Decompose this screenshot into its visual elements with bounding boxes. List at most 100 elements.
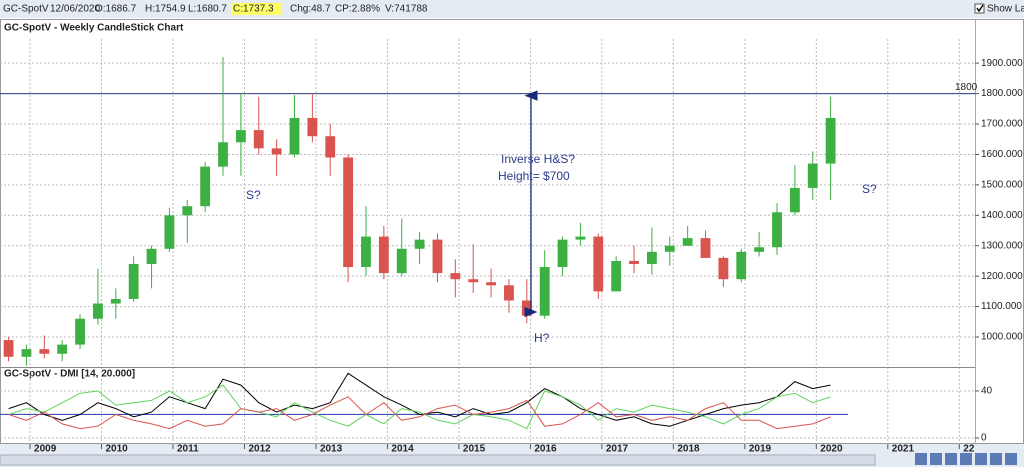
x-tick-label: 2017 xyxy=(606,444,629,455)
candle-body xyxy=(539,267,550,316)
candle-body xyxy=(521,300,532,316)
price-chart-title: GC-SpotV - Weekly CandleStick Chart xyxy=(4,23,184,34)
y-tick-label: 1700.000 xyxy=(981,119,1023,130)
candle-body xyxy=(200,166,211,207)
candle-body xyxy=(57,344,68,354)
candle-body xyxy=(450,273,461,280)
candle-body xyxy=(682,238,693,246)
scroll-button[interactable] xyxy=(990,453,1002,465)
y-tick-label: 1400.000 xyxy=(981,210,1023,221)
x-tick-label: 2015 xyxy=(463,444,486,455)
x-tick-label: 2018 xyxy=(677,444,700,455)
candle-body xyxy=(325,136,336,158)
candle-body xyxy=(646,251,657,264)
candle-body xyxy=(504,285,514,301)
candle-body xyxy=(307,117,318,137)
candle-body xyxy=(378,236,389,274)
x-tick-label: 2020 xyxy=(820,444,843,455)
change-pct: CP:2.88% xyxy=(335,4,380,15)
scrollbar[interactable] xyxy=(0,454,876,466)
x-tick-label: 2019 xyxy=(749,444,772,455)
x-tick-label: 2014 xyxy=(391,444,414,455)
candle-body xyxy=(629,260,639,264)
candle-body xyxy=(218,142,228,167)
candle-body xyxy=(772,212,782,248)
scroll-buttons[interactable] xyxy=(915,453,1017,465)
x-tick-label: 2012 xyxy=(248,444,271,455)
y-tick-label: 1000.000 xyxy=(981,332,1023,343)
candle-body xyxy=(110,298,121,304)
y-tick-label: 1100.000 xyxy=(981,301,1022,312)
annotation: Height= $700 xyxy=(498,169,570,183)
candle-body xyxy=(432,239,443,274)
candle-body xyxy=(39,349,50,354)
checkmark xyxy=(976,4,984,13)
y-tick-label: 1900.000 xyxy=(981,58,1023,69)
dmi-chart-title: GC-SpotV - DMI [14, 20.000] xyxy=(4,369,135,380)
scroll-button[interactable] xyxy=(930,453,942,465)
low: L:1680.7 xyxy=(188,4,227,15)
axes: 2009 2010 2011 2012 2013 2014 2015 2016 2017 2018… xyxy=(29,58,1023,455)
y-tick-label: 40 xyxy=(981,386,993,397)
scroll-button[interactable] xyxy=(975,453,987,465)
price-panel xyxy=(0,37,975,367)
dmi-line xyxy=(8,384,831,430)
show-last-checkbox[interactable] xyxy=(974,3,985,14)
candle-body xyxy=(486,282,496,286)
candle-body xyxy=(825,117,836,164)
scroll-button[interactable] xyxy=(1005,453,1017,465)
x-tick-label: 2010 xyxy=(106,444,129,455)
scroll-button[interactable] xyxy=(960,453,972,465)
dmi-line xyxy=(8,372,831,427)
annotation: H? xyxy=(534,331,550,345)
change: Chg:48.7 xyxy=(290,4,331,15)
candle-body xyxy=(718,257,729,280)
y-tick-label: 1200.000 xyxy=(981,271,1023,282)
candle-body xyxy=(271,148,282,155)
candle-body xyxy=(414,239,425,249)
candle-body xyxy=(164,215,175,249)
y-tick-label: 1600.000 xyxy=(981,149,1023,160)
candle-body xyxy=(468,279,479,283)
x-tick-label: 2016 xyxy=(534,444,557,455)
candle-body xyxy=(664,245,675,252)
y-tick-label: 1500.000 xyxy=(981,180,1023,191)
candle-body xyxy=(557,239,568,268)
candle-body xyxy=(182,206,193,216)
high: H:1754.9 xyxy=(145,4,186,15)
candle-body xyxy=(253,130,264,149)
candle-body xyxy=(289,117,300,155)
symbol: GC-SpotV xyxy=(3,4,49,15)
candle-body xyxy=(593,236,604,292)
chart-frame xyxy=(0,19,1024,444)
y-tick-label: 1800.000 xyxy=(981,88,1023,99)
close-highlight xyxy=(231,3,281,15)
candle-body xyxy=(93,303,103,319)
candle-body xyxy=(575,236,586,240)
annotation: S? xyxy=(246,188,261,202)
candle-body xyxy=(146,248,157,264)
candle-body xyxy=(75,318,85,345)
volume: V:741788 xyxy=(385,4,428,15)
show-last-label[interactable]: Show Last xyxy=(987,4,1024,15)
candle-body xyxy=(235,130,246,143)
candle-body xyxy=(789,187,800,213)
x-tick-label: 2021 xyxy=(892,444,915,455)
x-tick-label: 2011 xyxy=(177,444,199,455)
scroll-button[interactable] xyxy=(915,453,927,465)
candle-body xyxy=(361,236,371,268)
y-tick-label: 1300.000 xyxy=(981,240,1023,251)
y-tick-label: 0 xyxy=(981,433,987,444)
annotation: S? xyxy=(862,182,877,196)
candle-body xyxy=(700,238,711,258)
dmi-line xyxy=(8,396,831,430)
candle-body xyxy=(128,263,139,299)
annotation: Inverse H&S? xyxy=(501,152,575,166)
candle-body xyxy=(754,247,765,252)
close: C:1737.3 xyxy=(233,4,274,15)
candle-body xyxy=(736,251,747,280)
candle-body xyxy=(611,260,622,292)
scroll-button[interactable] xyxy=(945,453,957,465)
date: 12/06/2020 xyxy=(50,4,100,15)
